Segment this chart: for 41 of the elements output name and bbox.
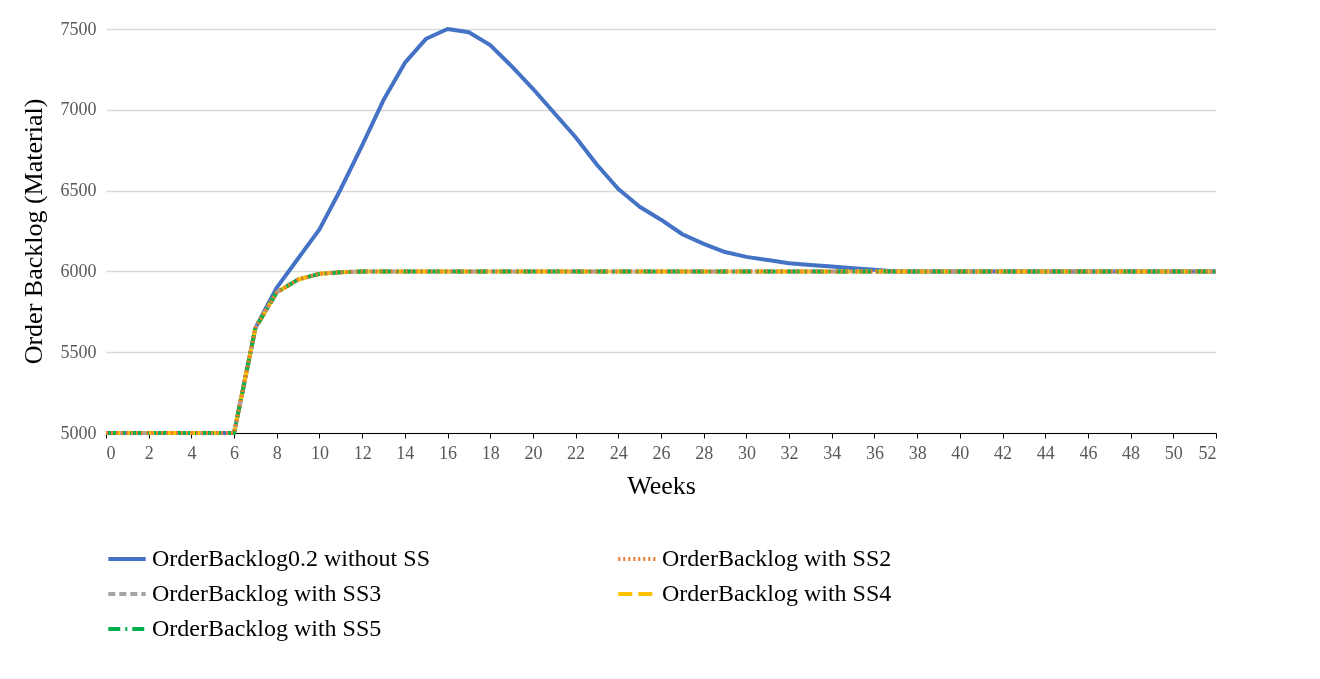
x-tick-label: 44 bbox=[1036, 442, 1055, 463]
x-tick-label: 26 bbox=[652, 442, 671, 463]
x-tick-label: 42 bbox=[994, 442, 1013, 463]
x-tick-label: 12 bbox=[353, 442, 372, 463]
x-tick-label: 10 bbox=[310, 442, 329, 463]
x-tick-label: 8 bbox=[272, 442, 282, 463]
y-tick-label: 6500 bbox=[60, 180, 97, 201]
y-axis-title: Order Backlog (Material) bbox=[18, 98, 48, 365]
x-tick-label: 52 bbox=[1198, 442, 1217, 463]
x-tick-label: 4 bbox=[187, 442, 197, 463]
x-tick-label: 24 bbox=[609, 442, 628, 463]
x-tick-label: 0 bbox=[106, 442, 116, 463]
x-tick-label: 40 bbox=[951, 442, 970, 463]
x-tick-label: 18 bbox=[481, 442, 500, 463]
x-axis-title: Weeks bbox=[627, 470, 696, 500]
line-series bbox=[104, 269, 1218, 435]
y-tick-label: 6000 bbox=[60, 260, 97, 281]
x-tick-label: 34 bbox=[823, 442, 842, 463]
y-tick-label: 7000 bbox=[60, 99, 97, 120]
x-tick-label: 32 bbox=[780, 442, 799, 463]
y-tick-label: 7500 bbox=[60, 18, 97, 39]
x-tick-label: 22 bbox=[567, 442, 586, 463]
x-tick-label: 38 bbox=[908, 442, 927, 463]
legend-label: OrderBacklog with SS5 bbox=[152, 615, 382, 641]
x-tick-label: 2 bbox=[144, 442, 154, 463]
x-tick-label: 46 bbox=[1079, 442, 1098, 463]
legend-label: OrderBacklog0.2 without SS bbox=[152, 545, 430, 571]
x-tick-label: 50 bbox=[1164, 442, 1183, 463]
x-tick-label: 6 bbox=[230, 442, 240, 463]
x-tick-label: 30 bbox=[737, 442, 756, 463]
x-tick-label: 20 bbox=[524, 442, 543, 463]
x-tick-label: 14 bbox=[396, 442, 415, 463]
x-tick-label: 16 bbox=[439, 442, 458, 463]
legend-label: OrderBacklog with SS4 bbox=[662, 580, 892, 606]
y-tick-label: 5000 bbox=[60, 422, 97, 443]
legend-label: OrderBacklog with SS3 bbox=[152, 580, 382, 606]
x-tick-label: 36 bbox=[865, 442, 884, 463]
legend-label: OrderBacklog with SS2 bbox=[662, 545, 892, 571]
y-tick-label: 5500 bbox=[60, 341, 97, 362]
x-tick-label: 48 bbox=[1122, 442, 1141, 463]
x-tick-label: 28 bbox=[695, 442, 714, 463]
